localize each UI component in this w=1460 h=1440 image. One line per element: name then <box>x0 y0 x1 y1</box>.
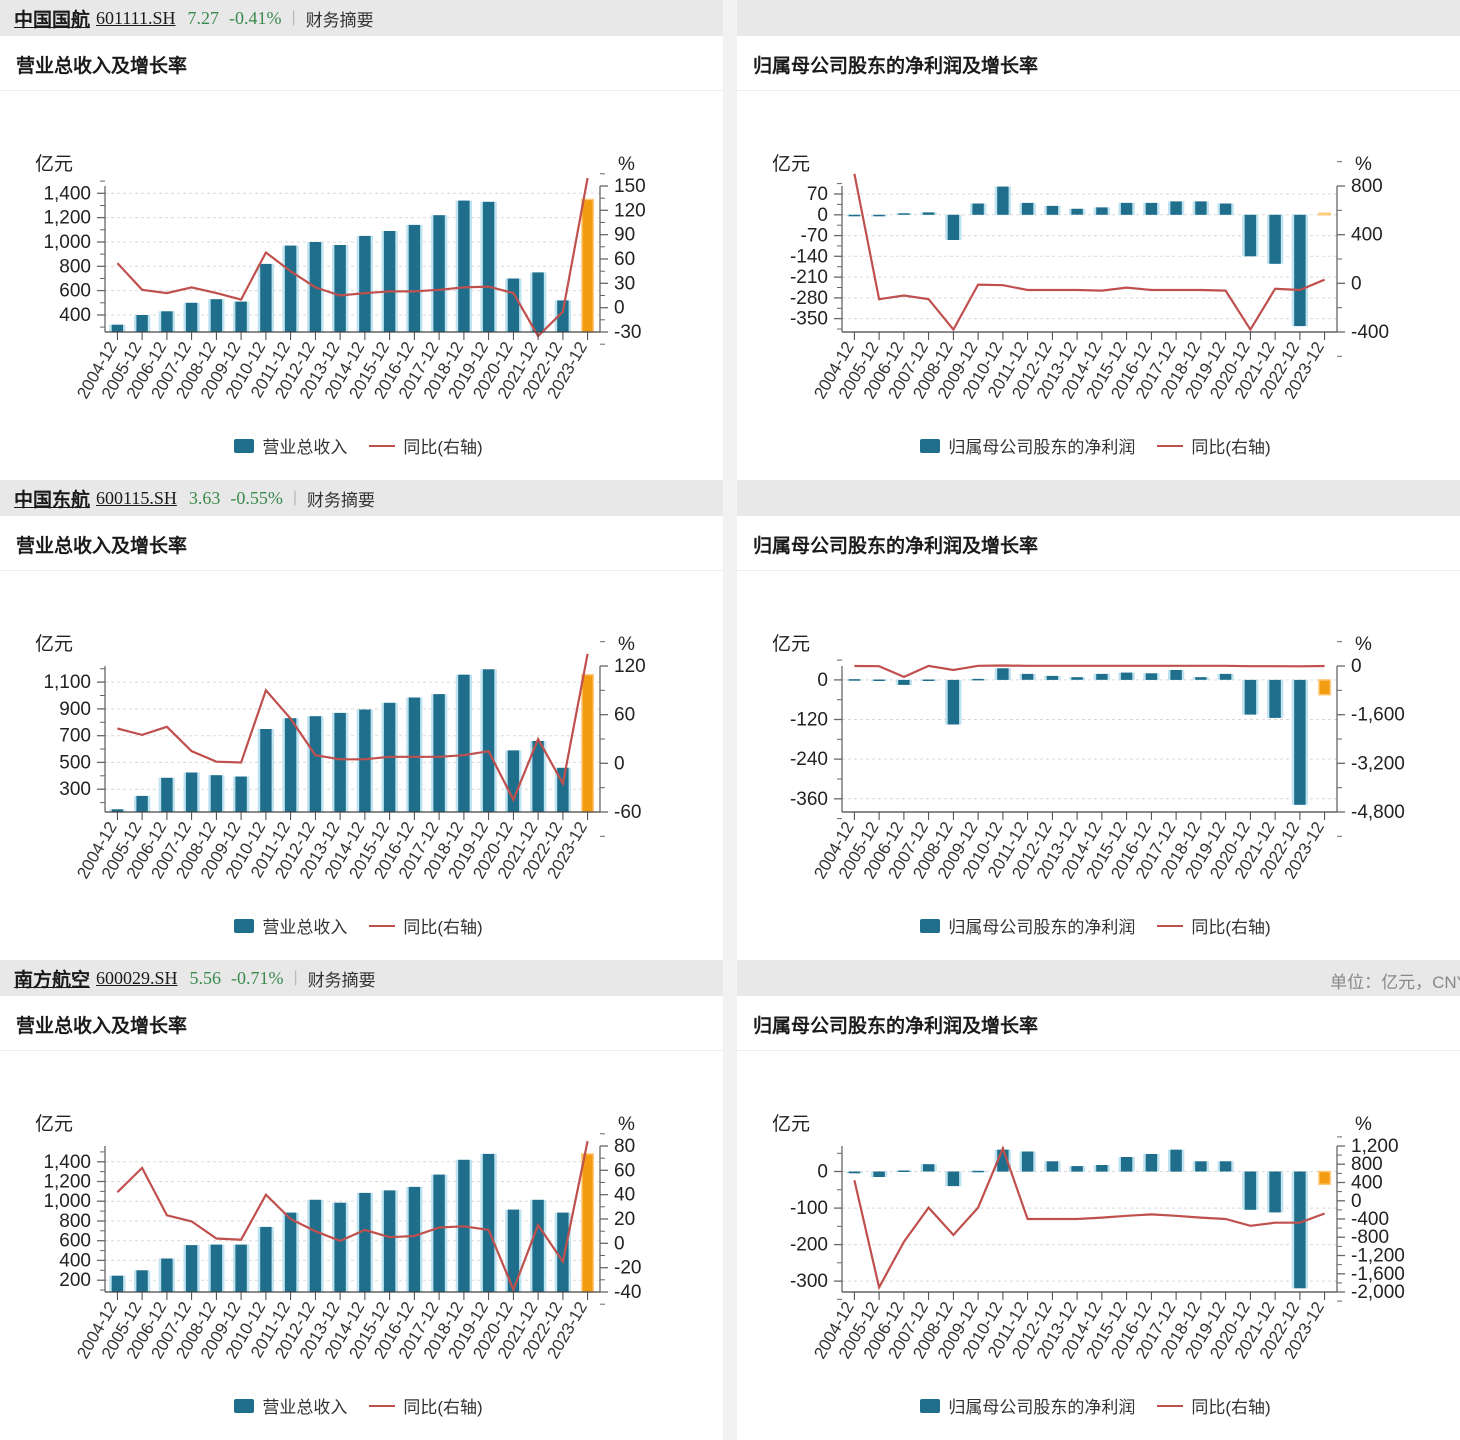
svg-text:-280: -280 <box>790 288 828 309</box>
svg-text:-400: -400 <box>1351 1209 1389 1230</box>
svg-text:%: % <box>1355 634 1372 655</box>
svg-text:800: 800 <box>1351 176 1383 197</box>
svg-text:400: 400 <box>59 305 91 326</box>
svg-text:亿元: 亿元 <box>772 633 810 655</box>
svg-text:亿元: 亿元 <box>772 153 810 175</box>
svg-text:-70: -70 <box>801 226 828 247</box>
svg-text:-300: -300 <box>790 1271 828 1292</box>
svg-text:-140: -140 <box>790 246 828 267</box>
svg-text:-200: -200 <box>790 1235 828 1256</box>
svg-text:亿元: 亿元 <box>772 1113 810 1135</box>
svg-text:700: 700 <box>59 726 91 747</box>
svg-text:-120: -120 <box>790 710 828 731</box>
svg-text:-20: -20 <box>614 1258 641 1279</box>
svg-text:-210: -210 <box>790 267 828 288</box>
svg-text:400: 400 <box>1351 225 1383 246</box>
svg-text:-60: -60 <box>614 802 641 823</box>
svg-text:80: 80 <box>614 1136 635 1157</box>
svg-text:0: 0 <box>614 753 625 774</box>
svg-text:400: 400 <box>59 1250 91 1271</box>
svg-text:0: 0 <box>817 205 828 226</box>
svg-text:0: 0 <box>1351 1191 1362 1212</box>
svg-text:-40: -40 <box>614 1282 641 1303</box>
svg-text:1,400: 1,400 <box>43 183 91 204</box>
svg-text:1,400: 1,400 <box>43 1152 91 1173</box>
svg-text:1,200: 1,200 <box>43 1172 91 1193</box>
svg-text:%: % <box>618 1114 635 1135</box>
svg-text:1,100: 1,100 <box>43 672 91 693</box>
svg-text:-100: -100 <box>790 1198 828 1219</box>
svg-text:900: 900 <box>59 699 91 720</box>
svg-text:1,000: 1,000 <box>43 1191 91 1212</box>
svg-text:0: 0 <box>614 1233 625 1254</box>
svg-text:30: 30 <box>614 273 635 294</box>
svg-text:-400: -400 <box>1351 322 1389 343</box>
svg-text:%: % <box>618 634 635 655</box>
svg-text:1,200: 1,200 <box>1351 1136 1399 1157</box>
svg-text:-1,600: -1,600 <box>1351 705 1405 726</box>
svg-text:1,200: 1,200 <box>43 208 91 229</box>
svg-text:120: 120 <box>614 656 646 677</box>
svg-text:%: % <box>1355 154 1372 175</box>
svg-text:0: 0 <box>817 670 828 691</box>
svg-text:800: 800 <box>59 1211 91 1232</box>
svg-text:40: 40 <box>614 1185 635 1206</box>
svg-text:200: 200 <box>59 1270 91 1291</box>
svg-text:%: % <box>618 154 635 175</box>
svg-text:500: 500 <box>59 752 91 773</box>
svg-text:-2,000: -2,000 <box>1351 1282 1405 1303</box>
svg-text:-4,800: -4,800 <box>1351 802 1405 823</box>
svg-text:600: 600 <box>59 1231 91 1252</box>
svg-text:20: 20 <box>614 1209 635 1230</box>
svg-text:-350: -350 <box>790 309 828 330</box>
svg-text:90: 90 <box>614 225 635 246</box>
svg-text:120: 120 <box>614 200 646 221</box>
svg-text:亿元: 亿元 <box>35 633 73 655</box>
svg-text:800: 800 <box>1351 1154 1383 1175</box>
svg-text:0: 0 <box>1351 656 1362 677</box>
svg-text:1,000: 1,000 <box>43 232 91 253</box>
svg-text:亿元: 亿元 <box>35 153 73 175</box>
svg-text:亿元: 亿元 <box>35 1113 73 1135</box>
svg-text:300: 300 <box>59 779 91 800</box>
svg-text:60: 60 <box>614 249 635 270</box>
svg-text:0: 0 <box>1351 273 1362 294</box>
svg-text:-1,600: -1,600 <box>1351 1264 1405 1285</box>
svg-text:0: 0 <box>614 298 625 319</box>
svg-text:-3,200: -3,200 <box>1351 753 1405 774</box>
svg-text:60: 60 <box>614 705 635 726</box>
svg-text:%: % <box>1355 1114 1372 1135</box>
svg-text:70: 70 <box>807 184 828 205</box>
svg-text:400: 400 <box>1351 1173 1383 1194</box>
svg-text:-30: -30 <box>614 322 641 343</box>
svg-text:60: 60 <box>614 1160 635 1181</box>
svg-text:-360: -360 <box>790 789 828 810</box>
svg-text:-240: -240 <box>790 749 828 770</box>
svg-text:-1,200: -1,200 <box>1351 1246 1405 1267</box>
svg-text:800: 800 <box>59 256 91 277</box>
svg-text:150: 150 <box>614 176 646 197</box>
svg-text:600: 600 <box>59 281 91 302</box>
svg-text:0: 0 <box>817 1162 828 1183</box>
svg-text:-800: -800 <box>1351 1227 1389 1248</box>
